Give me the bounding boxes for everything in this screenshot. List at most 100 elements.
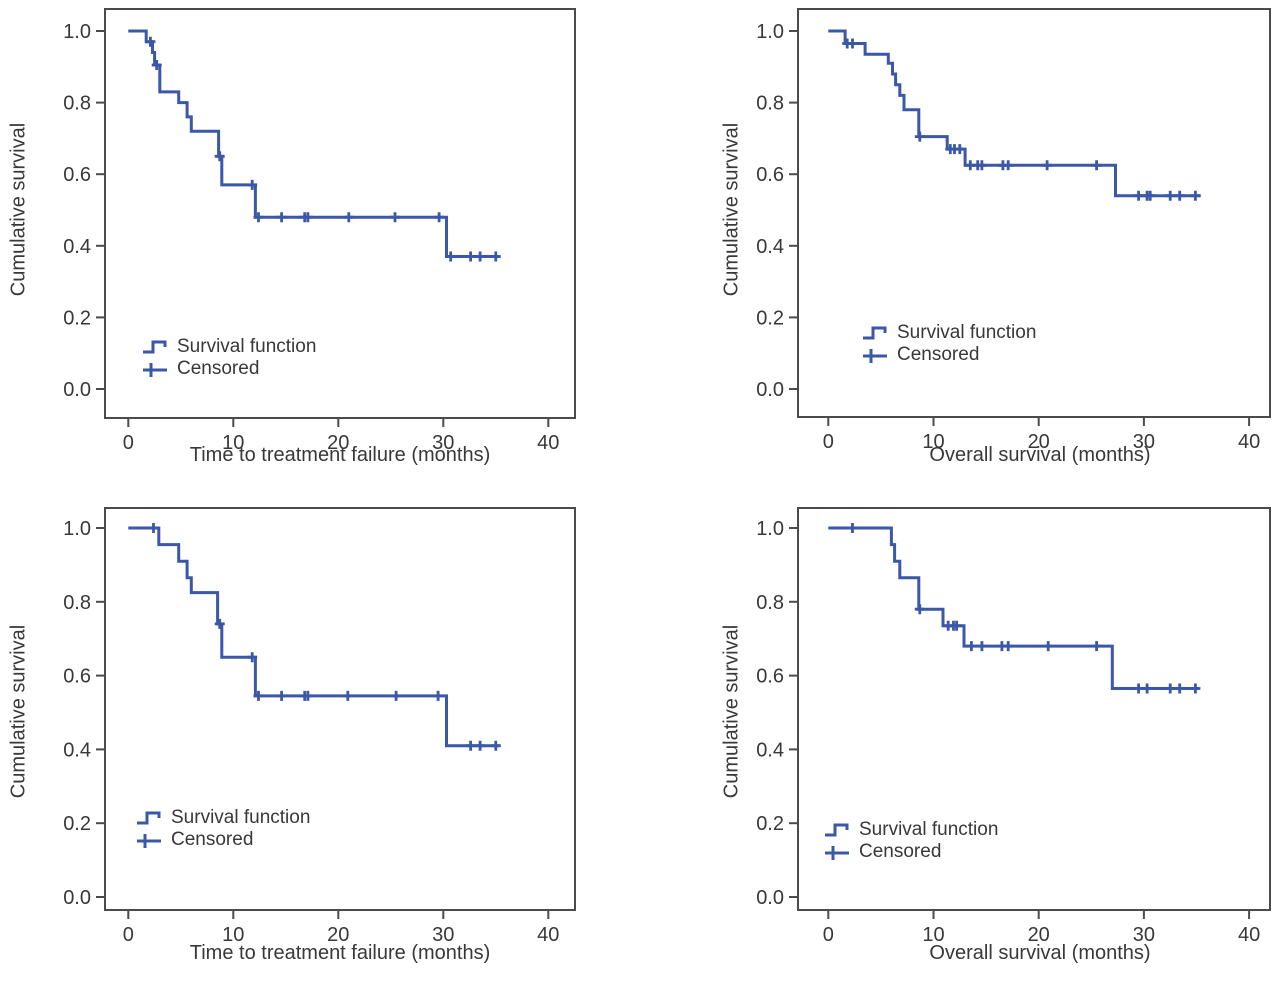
x-tick-label: 40 <box>537 924 559 946</box>
censored-marker <box>1142 683 1153 694</box>
censored-marker <box>390 212 400 223</box>
x-tick-label: 0 <box>823 431 834 453</box>
legend-item-survival: Survival function <box>824 819 998 841</box>
km-plot-os-cohort2: 0 10 20 30 40 1.0 0.8 0.6 0.4 0.2 0.0 <box>756 507 1271 946</box>
censored-marker <box>1003 160 1014 171</box>
censored-marker <box>954 144 965 155</box>
censored-marker <box>253 212 264 223</box>
y-axis-title: Cumulative survival <box>720 122 743 297</box>
censored-marker <box>302 690 313 701</box>
x-axis-title: Overall survival (months) <box>929 942 1151 964</box>
x-tick-label: 40 <box>1238 431 1260 453</box>
y-tick-label: 0.4 <box>63 739 91 761</box>
censored-marker <box>433 690 444 701</box>
legend-item-survival: Survival function <box>862 322 1036 344</box>
x-tick-label: 0 <box>123 432 134 454</box>
x-axis-title: Time to treatment failure (months) <box>189 942 491 964</box>
y-tick-label: 0.8 <box>63 93 91 115</box>
y-tick-label: 0.2 <box>756 813 784 835</box>
y-tick-label: 0.2 <box>63 813 91 835</box>
y-tick-label: 1.0 <box>756 21 784 43</box>
censored-marker <box>847 38 858 49</box>
censored-marker <box>1174 683 1185 694</box>
censored-marker <box>1190 683 1201 694</box>
legend: Survival function Censored <box>142 336 316 380</box>
censored-marker <box>951 620 962 631</box>
censored-marker <box>342 690 353 701</box>
x-tick-label: 30 <box>1133 924 1155 946</box>
km-plot-ttf-cohort2: 0 10 20 30 40 1.0 0.8 0.6 0.4 0.2 0.0 <box>63 507 576 946</box>
survival-function-step-icon <box>137 811 161 825</box>
censored-marker <box>490 251 501 262</box>
y-tick-label: 0.0 <box>63 379 91 401</box>
censored-marker <box>914 131 925 142</box>
censored-marker <box>1042 160 1053 171</box>
legend-label-survival: Survival function <box>177 336 317 357</box>
y-tick-label: 0.4 <box>756 739 784 761</box>
x-tick-label: 40 <box>537 432 559 454</box>
censored-marker <box>214 151 225 162</box>
legend: Survival function Censored <box>824 819 998 863</box>
censored-marker <box>976 160 987 171</box>
y-axis-title: Cumulative survival <box>720 624 743 799</box>
censored-marker <box>276 690 287 701</box>
censored-marker <box>490 740 501 751</box>
censored-marker <box>1091 641 1102 652</box>
legend-label-censored: Censored <box>171 829 254 850</box>
legend-label-survival: Survival function <box>171 807 311 828</box>
x-tick-label: 20 <box>327 924 349 946</box>
y-axis-title: Cumulative survival <box>7 624 30 799</box>
censored-marker <box>1165 190 1176 201</box>
y-tick-label: 0.0 <box>756 379 784 401</box>
legend: Survival function Censored <box>136 807 310 851</box>
y-tick-label: 1.0 <box>63 518 91 540</box>
y-tick-label: 0.2 <box>756 307 784 329</box>
censored-marker <box>247 652 258 663</box>
plot-frame <box>797 507 1271 911</box>
censored-marker <box>445 251 456 262</box>
censored-plus-icon <box>143 363 167 377</box>
y-tick-label: 0.2 <box>63 307 91 329</box>
censored-plus-icon <box>825 846 849 860</box>
y-tick-label: 0.4 <box>63 236 91 258</box>
plot-frame <box>104 8 576 419</box>
legend-label-censored: Censored <box>177 358 260 379</box>
y-tick-label: 0.6 <box>63 164 91 186</box>
censored-plus-icon <box>137 834 161 848</box>
censored-marker <box>1145 190 1156 201</box>
censored-marker <box>151 60 162 70</box>
censored-marker <box>1190 190 1201 201</box>
censored-marker <box>465 251 476 262</box>
panel-ttf-cohort1: 0 10 20 30 40 1.0 0.8 0.6 0.4 0.2 0.0 Cumulative s… <box>0 0 640 494</box>
km-plot-os-cohort1: 0 10 20 30 40 1.0 0.8 0.6 0.4 0.2 0.0 <box>756 8 1271 453</box>
y-tick-label: 0.0 <box>63 887 91 909</box>
censored-marker <box>214 618 225 629</box>
x-tick-label: 10 <box>222 924 244 946</box>
censored-marker <box>475 740 486 751</box>
censored-marker <box>465 740 476 751</box>
x-tick-label: 10 <box>922 924 944 946</box>
x-tick-label: 0 <box>823 924 834 946</box>
survival-curve <box>828 29 1201 198</box>
censored-marker <box>847 523 858 533</box>
censored-marker <box>966 641 977 652</box>
legend-item-censored: Censored <box>142 358 316 380</box>
legend-label-censored: Censored <box>859 841 942 862</box>
censored-marker <box>1165 683 1176 694</box>
x-tick-label: 30 <box>432 924 454 946</box>
censored-marker <box>1174 190 1185 201</box>
censored-marker <box>1133 190 1144 201</box>
plot-frame <box>104 507 576 911</box>
survival-curve <box>128 29 499 258</box>
x-axis-title: Overall survival (months) <box>929 444 1151 466</box>
survival-curve <box>828 526 1199 690</box>
x-tick-label: 20 <box>327 432 349 454</box>
censored-marker <box>475 251 486 262</box>
y-tick-label: 0.6 <box>756 164 784 186</box>
censored-marker <box>276 212 287 223</box>
legend-item-censored: Censored <box>862 344 1036 366</box>
y-tick-label: 0.8 <box>756 592 784 614</box>
x-tick-label: 30 <box>1133 431 1155 453</box>
legend-item-survival: Survival function <box>136 807 310 829</box>
